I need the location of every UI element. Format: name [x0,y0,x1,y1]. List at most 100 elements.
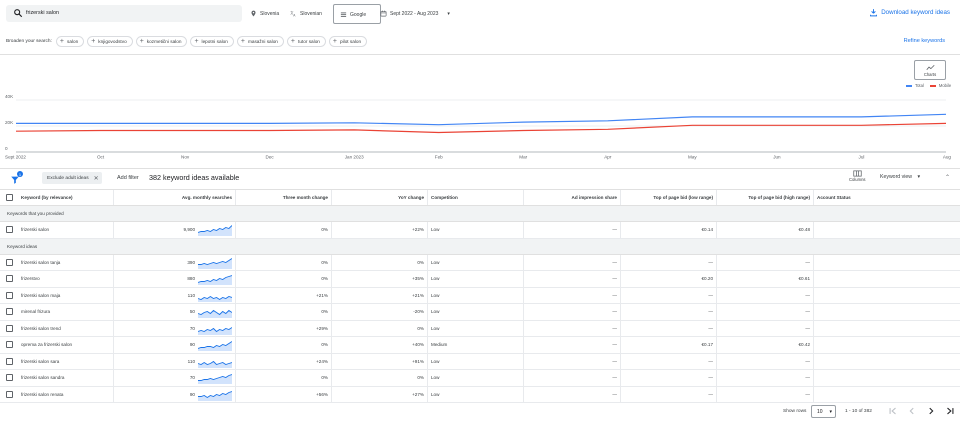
plus-icon: + [91,38,96,45]
table-row[interactable]: oprema za frizerski salon 90 0% +40% Medium —… [0,337,960,354]
chip-label: knjigovodstvo [98,39,127,44]
row-checkbox[interactable] [5,357,13,365]
header-yoy[interactable]: YoY change [332,190,428,205]
table-row[interactable]: frizerski salon trend 70 +29% 0% Low — — — [0,320,960,337]
series-line-total [16,113,947,126]
table-row[interactable]: frizerski salon sara 110 +24% +91% Low — — — [0,353,960,370]
row-checkbox[interactable] [5,324,13,332]
table-row[interactable]: frizerski salon maja 110 +21% +21% Low — — — [0,287,960,304]
avg-searches-cell: 90 [114,337,236,353]
broaden-chip[interactable]: + kozmetični salon [135,36,188,47]
broaden-chip[interactable]: + knjigovodstvo [87,36,133,47]
trend-sparkline [198,341,232,352]
competition-cell: Low [428,254,524,270]
row-checkbox[interactable] [5,341,13,349]
avg-searches-cell: 70 [114,320,236,336]
chip-label: salon [66,39,79,44]
bid-low-cell: — [621,353,717,369]
broaden-chip[interactable]: + masažni salon [236,36,284,47]
download-keyword-ideas-button[interactable]: Download keyword ideas [869,8,950,17]
rows-per-page-select[interactable]: 10 ▾ [811,405,836,418]
refine-keywords-button[interactable]: Refine keywords [903,38,945,44]
network-label: Google [350,11,367,18]
bid-low-cell: €0.20 [621,271,717,287]
keyword-cell: frizerski salon tanja [18,254,114,270]
broaden-chip[interactable]: + lepotni salon [190,36,234,47]
table-row[interactable]: frizerski salon tanja 390 0% 0% Low — — — [0,254,960,271]
competition-cell: Medium [428,337,524,353]
row-checkbox[interactable] [5,258,13,266]
avg-searches-value: 880 [187,276,195,282]
keyword-view-dropdown[interactable]: Keyword view ▾ [880,174,920,180]
first-page-icon[interactable] [888,406,898,416]
previous-page-icon[interactable] [907,406,917,416]
translate-icon: 文A [290,10,296,17]
impression-share-cell: — [524,370,621,386]
add-filter-button[interactable]: Add filter [117,175,139,181]
table-row[interactable]: frizerski salon renata 90 +56% +27% Low — — — [0,386,960,403]
location-pin-icon [251,10,256,17]
columns-button[interactable]: Columns [849,170,866,182]
header-three-month[interactable]: Three month change [236,190,332,205]
bid-high-cell: — [717,320,814,336]
exclude-adult-ideas-chip[interactable]: Exclude adult ideas ✕ [42,172,102,184]
row-select-cell [0,354,18,370]
calendar-icon [380,10,387,17]
row-select-cell [0,288,18,304]
header-impression-share[interactable]: Ad impression share [524,190,621,205]
account-status-cell [814,354,960,370]
keyword-search-input[interactable]: frizerski salon [6,5,242,22]
table-row[interactable]: frizerski salon sandra 70 0% 0% Low — — — [0,370,960,387]
group-keyword-ideas: Keyword ideas [0,238,960,255]
table-row[interactable]: frizerstvo 880 0% +35% Low — €0.20 €0.61 [0,271,960,288]
table-row[interactable]: frizerski salon 9,900 0% +22% Low — €0.14 €0.48 [0,222,960,239]
next-page-icon[interactable] [926,406,936,416]
broaden-chip[interactable]: + pilot salon [328,36,368,47]
x-tick-label: Nov [181,155,190,160]
header-account-status[interactable]: Account Status [817,195,851,200]
bid-high-cell: — [717,254,814,270]
location-filter[interactable]: Slovenia [246,5,283,22]
idea-rows: frizerski salon tanja 390 0% 0% Low — — — frizer… [0,254,960,403]
header-keyword[interactable]: Keyword (by relevance) [18,190,114,205]
row-checkbox[interactable] [5,275,13,283]
close-icon[interactable]: ✕ [93,175,99,182]
broaden-chip[interactable]: + salon [55,36,85,47]
legend-item-total: Total [906,83,924,88]
row-checkbox[interactable] [5,291,13,299]
filter-button[interactable]: 1 [10,171,24,184]
legend-item-mobile: Mobile [929,83,952,88]
header-avg-searches[interactable]: Avg. monthly searches [114,190,236,205]
bid-high-cell: — [717,353,814,369]
row-select-cell [0,321,18,337]
y-tick-label: 40K [5,94,14,99]
chip-label: pilot salon [340,39,362,44]
competition-cell: Low [428,222,524,238]
row-checkbox[interactable] [5,390,13,398]
header-bid-low[interactable]: Top of page bid (low range) [621,190,717,205]
plus-icon: + [59,38,64,45]
select-all-checkbox[interactable] [5,194,13,201]
chip-label: lepotni salon [201,39,228,44]
broaden-chip[interactable]: + tutor salon [286,36,326,47]
network-filter[interactable]: Google [333,4,381,24]
y-tick-label: 0 [5,146,8,151]
date-range-filter[interactable]: Sept 2022 - Aug 2023 ▾ [376,5,454,22]
charts-button[interactable]: Charts [914,60,946,80]
row-select-cell [0,255,18,271]
row-checkbox[interactable] [5,374,13,382]
legend-label-mobile: Mobile [938,83,952,88]
broaden-label: Broaden your search: [6,39,52,44]
bid-high-cell: — [717,304,814,320]
y-tick-label: 20K [5,120,14,125]
bid-low-cell: — [621,254,717,270]
last-page-icon[interactable] [945,406,955,416]
chevron-up-icon[interactable]: ⌃ [945,175,951,181]
row-checkbox[interactable] [5,226,13,234]
header-competition[interactable]: Competition [428,190,524,205]
row-checkbox[interactable] [5,308,13,316]
keyword-view-label: Keyword view [880,174,913,180]
table-row[interactable]: mirenal frizura 50 0% -20% Low — — — [0,304,960,321]
header-bid-high[interactable]: Top of page bid (high range) [717,190,814,205]
